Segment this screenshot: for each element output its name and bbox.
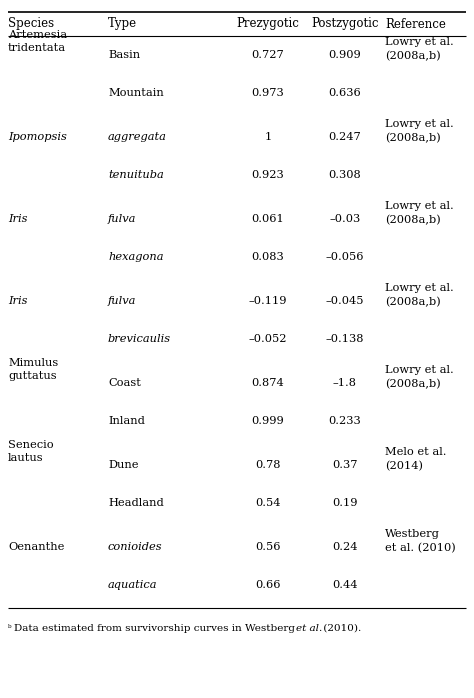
Text: 0.999: 0.999 <box>252 416 284 426</box>
Text: –0.056: –0.056 <box>326 252 364 262</box>
Text: Westberg
et al. (2010): Westberg et al. (2010) <box>385 530 456 553</box>
Text: 0.44: 0.44 <box>332 580 358 590</box>
Text: Postzygotic: Postzygotic <box>311 17 379 31</box>
Text: 0.973: 0.973 <box>252 88 284 98</box>
Text: 0.54: 0.54 <box>255 498 281 508</box>
Text: Inland: Inland <box>108 416 145 426</box>
Text: 0.636: 0.636 <box>328 88 361 98</box>
Text: Mimulus
guttatus: Mimulus guttatus <box>8 358 58 381</box>
Text: Mountain: Mountain <box>108 88 164 98</box>
Text: ᵇ: ᵇ <box>8 624 12 633</box>
Text: 0.308: 0.308 <box>328 170 361 180</box>
Text: Melo et al.
(2014): Melo et al. (2014) <box>385 447 447 471</box>
Text: Basin: Basin <box>108 50 140 60</box>
Text: –0.03: –0.03 <box>329 214 361 224</box>
Text: –0.052: –0.052 <box>249 334 287 344</box>
Text: Artemesia
tridentata: Artemesia tridentata <box>8 30 67 53</box>
Text: aquatica: aquatica <box>108 580 157 590</box>
Text: 0.233: 0.233 <box>328 416 361 426</box>
Text: Lowry et al.
(2008a,b): Lowry et al. (2008a,b) <box>385 38 454 61</box>
Text: 0.78: 0.78 <box>255 460 281 470</box>
Text: –0.138: –0.138 <box>326 334 364 344</box>
Text: Senecio
lautus: Senecio lautus <box>8 440 54 463</box>
Text: 0.19: 0.19 <box>332 498 358 508</box>
Text: brevicaulis: brevicaulis <box>108 334 171 344</box>
Text: –0.119: –0.119 <box>249 296 287 306</box>
Text: aggregata: aggregata <box>108 132 167 142</box>
Text: Dune: Dune <box>108 460 138 470</box>
Text: tenuituba: tenuituba <box>108 170 164 180</box>
Text: conioides: conioides <box>108 542 163 552</box>
Text: Lowry et al.
(2008a,b): Lowry et al. (2008a,b) <box>385 366 454 389</box>
Text: 0.923: 0.923 <box>252 170 284 180</box>
Text: 0.37: 0.37 <box>332 460 358 470</box>
Text: Data estimated from survivorship curves in Westberg: Data estimated from survivorship curves … <box>14 624 298 633</box>
Text: fulva: fulva <box>108 214 137 224</box>
Text: 0.727: 0.727 <box>252 50 284 60</box>
Text: Oenanthe: Oenanthe <box>8 542 64 552</box>
Text: et al.: et al. <box>296 624 322 633</box>
Text: Iris: Iris <box>8 214 27 224</box>
Text: 0.56: 0.56 <box>255 542 281 552</box>
Text: Type: Type <box>108 17 137 31</box>
Text: 0.061: 0.061 <box>252 214 284 224</box>
Text: Lowry et al.
(2008a,b): Lowry et al. (2008a,b) <box>385 119 454 143</box>
Text: Coast: Coast <box>108 378 141 388</box>
Text: 0.874: 0.874 <box>252 378 284 388</box>
Text: Iris: Iris <box>8 296 27 306</box>
Text: 0.24: 0.24 <box>332 542 358 552</box>
Text: 0.247: 0.247 <box>328 132 361 142</box>
Text: Lowry et al.
(2008a,b): Lowry et al. (2008a,b) <box>385 202 454 225</box>
Text: fulva: fulva <box>108 296 137 306</box>
Text: Reference: Reference <box>385 17 446 31</box>
Text: Species: Species <box>8 17 54 31</box>
Text: 0.909: 0.909 <box>328 50 361 60</box>
Text: –1.8: –1.8 <box>333 378 357 388</box>
Text: 1: 1 <box>264 132 272 142</box>
Text: (2010).: (2010). <box>320 624 361 633</box>
Text: hexagona: hexagona <box>108 252 164 262</box>
Text: Headland: Headland <box>108 498 164 508</box>
Text: Prezygotic: Prezygotic <box>237 17 300 31</box>
Text: 0.083: 0.083 <box>252 252 284 262</box>
Text: 0.66: 0.66 <box>255 580 281 590</box>
Text: –0.045: –0.045 <box>326 296 364 306</box>
Text: Lowry et al.
(2008a,b): Lowry et al. (2008a,b) <box>385 283 454 307</box>
Text: Ipomopsis: Ipomopsis <box>8 132 67 142</box>
